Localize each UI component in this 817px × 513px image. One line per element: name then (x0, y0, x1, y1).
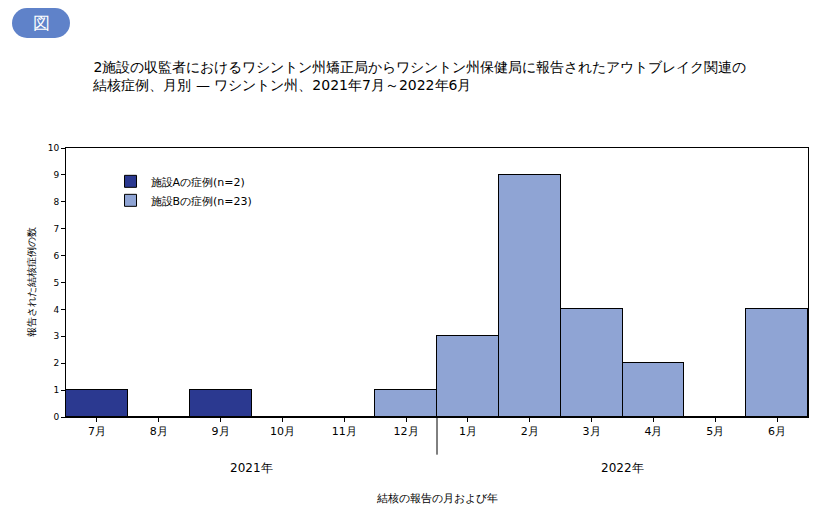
svg-text:4: 4 (53, 305, 59, 315)
svg-text:10月: 10月 (270, 425, 295, 438)
svg-text:5: 5 (53, 278, 59, 288)
svg-text:1月: 1月 (459, 425, 477, 438)
svg-text:2施設の収監者におけるワシントン州矯正局からワシントン州保健: 2施設の収監者におけるワシントン州矯正局からワシントン州保健局に報告されたアウト… (92, 59, 746, 93)
svg-text:報告された結核症例の数: 報告された結核症例の数 (26, 228, 37, 338)
svg-text:8: 8 (53, 197, 59, 207)
svg-text:2: 2 (53, 358, 59, 368)
svg-text:3月: 3月 (583, 425, 601, 438)
svg-text:12月: 12月 (394, 425, 419, 438)
html-text:図: 図 (32, 13, 50, 33)
svg-text:結核の報告の月および年: 結核の報告の月および年 (376, 492, 498, 505)
svg-text:10: 10 (48, 143, 60, 153)
svg-text:3: 3 (53, 331, 59, 341)
svg-text:8月: 8月 (150, 425, 168, 438)
svg-text:施設Aの症例(n=2): 施設Aの症例(n=2) (151, 176, 245, 189)
svg-text:施設Bの症例(n=23): 施設Bの症例(n=23) (151, 195, 252, 208)
svg-text:2021年: 2021年 (230, 461, 273, 475)
svg-text:6: 6 (53, 251, 59, 261)
svg-text:9: 9 (53, 170, 59, 180)
svg-text:5月: 5月 (706, 425, 724, 438)
svg-text:7: 7 (53, 224, 59, 234)
svg-text:2022年: 2022年 (601, 461, 644, 475)
svg-text:7月: 7月 (88, 425, 106, 438)
svg-text:9月: 9月 (212, 425, 230, 438)
svg-text:2月: 2月 (521, 425, 539, 438)
svg-text:0: 0 (53, 412, 59, 422)
svg-text:1: 1 (53, 385, 59, 395)
svg-text:11月: 11月 (332, 425, 357, 438)
svg-text:4月: 4月 (644, 425, 662, 438)
svg-text:6月: 6月 (768, 425, 786, 438)
